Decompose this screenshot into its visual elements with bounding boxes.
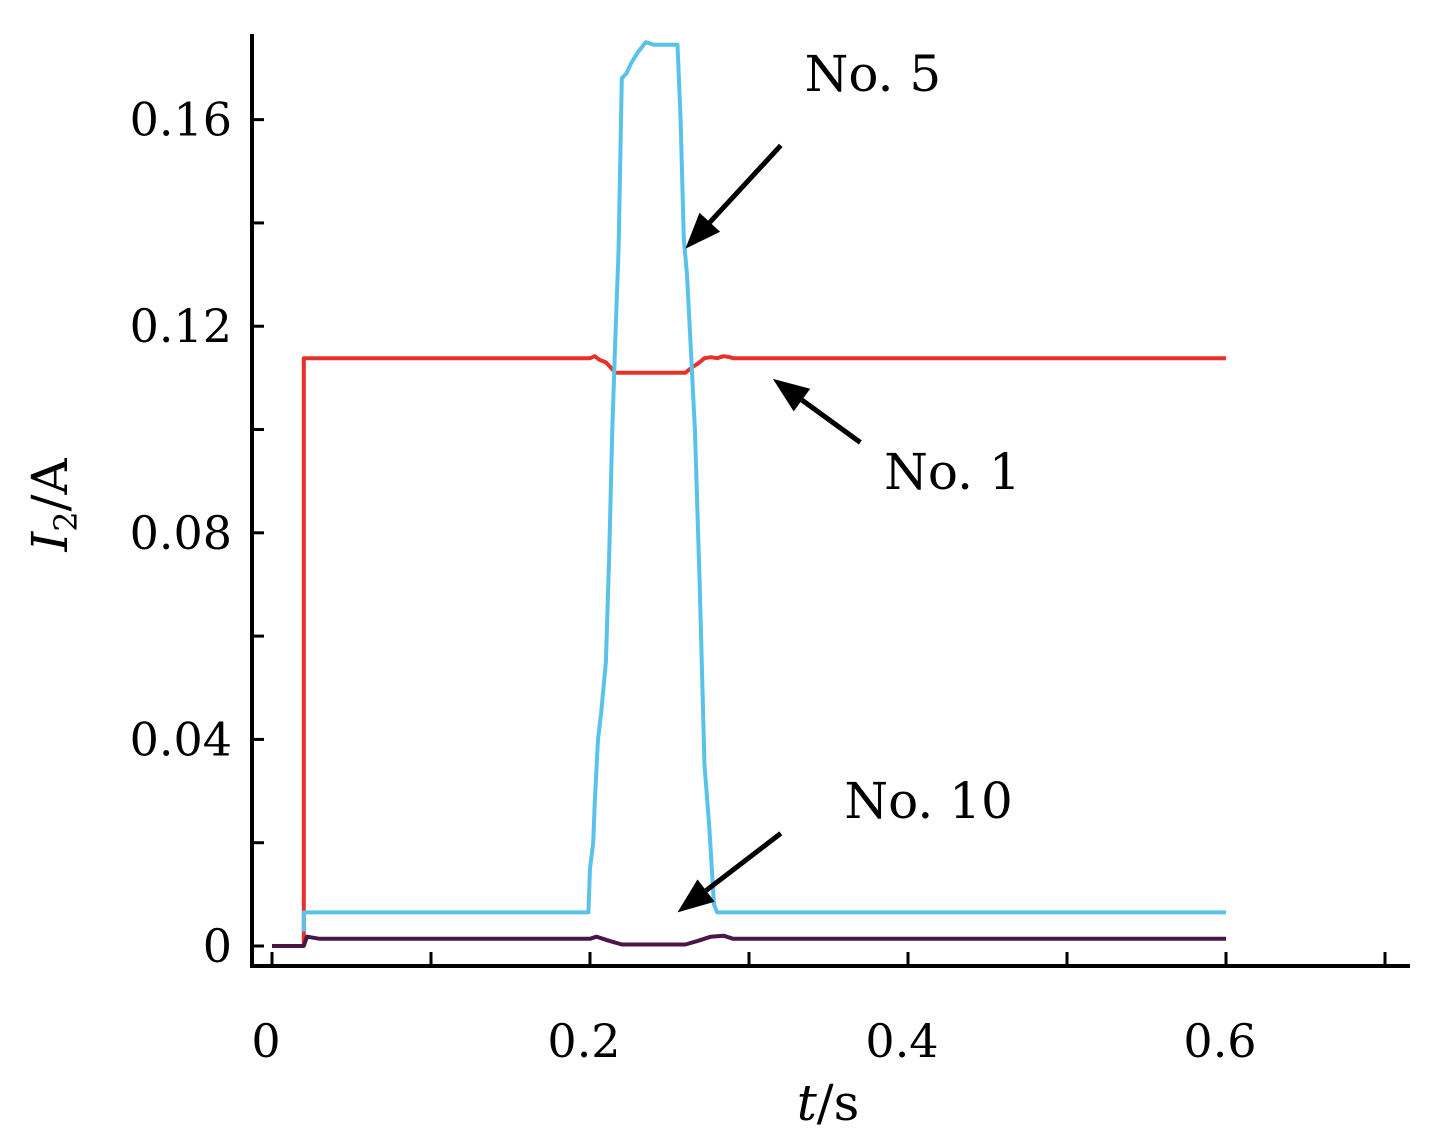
- annotation-arrow-head: [685, 212, 721, 249]
- x-tick-label: 0: [251, 1014, 280, 1068]
- annotation-arrow-shaft: [704, 831, 783, 893]
- x-tick-label: 0.2: [547, 1014, 620, 1068]
- y-tick-label: 0.16: [130, 93, 232, 147]
- y-tick-label: 0.04: [130, 712, 232, 766]
- y-tick-label: 0: [203, 919, 232, 973]
- series-layer: [272, 40, 1226, 948]
- annotation-label: No. 10: [844, 772, 1012, 830]
- x-axis-title: t/s: [797, 1074, 860, 1132]
- annotation-label: No. 5: [805, 45, 942, 103]
- annotation-label: No. 1: [884, 443, 1021, 501]
- y-tick-label: 0.12: [130, 299, 232, 353]
- series-line-3: [272, 933, 1226, 948]
- x-tick-label: 0.6: [1183, 1014, 1256, 1068]
- annotation-arrow-head: [677, 879, 715, 913]
- annotation-arrow-head: [772, 378, 811, 412]
- y-tick-label: 0.08: [130, 506, 232, 560]
- annotation-arrow-shaft: [800, 398, 862, 445]
- axes: 0 0.2 0.4 0.6 0 0.04 0.08 0.12 0.16: [130, 34, 1410, 1068]
- x-tick-label: 0.4: [865, 1014, 938, 1068]
- annotation-arrow-shaft: [707, 143, 783, 225]
- y-axis-title: I2/A: [21, 458, 85, 553]
- series-line-2: [301, 40, 1226, 932]
- annotation-layer: No. 5 No. 1 No. 10: [677, 45, 1021, 913]
- series-line-1: [301, 354, 1226, 946]
